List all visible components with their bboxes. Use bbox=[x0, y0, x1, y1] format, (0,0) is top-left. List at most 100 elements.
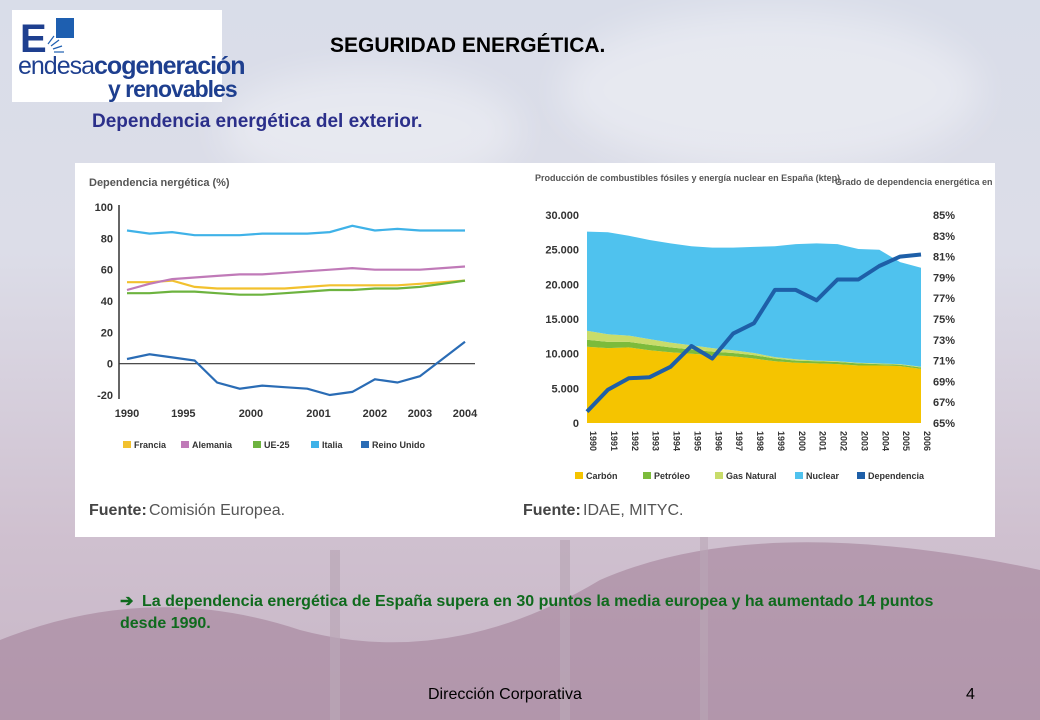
right-x-tick-label: 1994 bbox=[672, 431, 682, 451]
left-series-line-reino-unido bbox=[126, 340, 466, 397]
right-y2-tick-label: 85% bbox=[933, 210, 955, 222]
right-y2-tick-label: 71% bbox=[933, 356, 955, 368]
left-legend-label: UE-25 bbox=[264, 440, 290, 450]
line-chart-dependencia-ue: Dependencia nergética (%) 100 80 60 40 20 0 -2… bbox=[89, 177, 478, 519]
right-y-tick-label: 15.000 bbox=[545, 314, 579, 326]
right-area-nuclear bbox=[587, 231, 921, 367]
footer-text: Dirección Corporativa bbox=[428, 686, 582, 703]
right-y-tick-label: 10.000 bbox=[545, 349, 579, 361]
right-y-tick-label: 20.000 bbox=[545, 279, 579, 291]
right-y-tick-label: 5.000 bbox=[551, 383, 579, 395]
left-y-tick-label: 60 bbox=[101, 265, 113, 277]
left-legend-swatch bbox=[311, 441, 319, 448]
left-source: Comisión Europea. bbox=[149, 502, 285, 519]
right-x-tick-label: 1995 bbox=[692, 431, 702, 451]
svg-text:E: E bbox=[20, 17, 47, 61]
left-series-line-alemania bbox=[126, 265, 466, 292]
left-legend-label: Italia bbox=[322, 440, 344, 450]
right-y2-tick-label: 77% bbox=[933, 293, 955, 305]
key-takeaway-text: La dependencia energética de España supe… bbox=[120, 593, 934, 632]
right-y2-tick-label: 79% bbox=[933, 272, 955, 284]
page-number: 4 bbox=[966, 686, 975, 703]
slide-subtitle: Dependencia energética del exterior. bbox=[92, 111, 423, 132]
right-y2-tick-label: 65% bbox=[933, 418, 955, 430]
right-legend-label: Petróleo bbox=[654, 471, 691, 481]
left-series-line-ue-25 bbox=[127, 279, 466, 296]
right-dependencia-line bbox=[585, 252, 922, 413]
arrow-right-icon: ➔ bbox=[120, 593, 134, 610]
right-x-tick-label: 1996 bbox=[713, 431, 723, 451]
left-legend-swatch bbox=[181, 441, 189, 448]
right-y2-tick-label: 75% bbox=[933, 314, 955, 326]
left-legend-label: Reino Unido bbox=[372, 440, 425, 450]
left-y-tick-label: -20 bbox=[97, 390, 113, 402]
background-hill bbox=[0, 520, 1040, 720]
right-legend-label: Carbón bbox=[586, 471, 618, 481]
left-source-label: Fuente: bbox=[89, 502, 147, 519]
right-legend-label: Nuclear bbox=[806, 471, 840, 481]
right-x-tick-label: 1998 bbox=[755, 431, 765, 451]
right-y2-tick-label: 83% bbox=[933, 231, 955, 243]
left-x-tick-label: 2004 bbox=[453, 408, 478, 420]
right-x-tick-label: 2001 bbox=[818, 431, 828, 451]
right-legend-label: Gas Natural bbox=[726, 471, 777, 481]
right-x-tick-label: 1997 bbox=[734, 431, 744, 451]
right-y2-tick-label: 69% bbox=[933, 376, 955, 388]
left-y-tick-label: 80 bbox=[101, 233, 113, 245]
charts-panel: Dependencia nergética (%) 100 80 60 40 20 0 -2… bbox=[75, 163, 995, 537]
slide-title: SEGURIDAD ENERGÉTICA. bbox=[330, 34, 606, 57]
left-x-tick-label: 2002 bbox=[363, 408, 387, 420]
right-x-tick-label: 1990 bbox=[588, 431, 598, 451]
right-x-tick-label: 2000 bbox=[797, 431, 807, 451]
left-y-tick-label: 20 bbox=[101, 327, 113, 339]
right-x-tick-label: 1999 bbox=[776, 431, 786, 451]
right-source: IDAE, MITYC. bbox=[583, 502, 683, 519]
left-x-tick-label: 1995 bbox=[171, 408, 195, 420]
right-x-tick-label: 2003 bbox=[859, 431, 869, 451]
right-chart-title: Producción de combustibles fósiles y ene… bbox=[535, 173, 840, 183]
right-legend-label: Dependencia bbox=[868, 471, 925, 481]
key-takeaway: ➔ La dependencia energética de España sup… bbox=[120, 591, 940, 635]
left-legend-label: Francia bbox=[134, 440, 167, 450]
right-chart-title-text: Producción de combustibles fósiles y ene… bbox=[535, 173, 840, 183]
right-legend-swatch bbox=[575, 472, 583, 479]
right-y-tick-label: 30.000 bbox=[545, 210, 579, 222]
logo-brand: endesa bbox=[18, 52, 95, 80]
left-x-tick-label: 2003 bbox=[408, 408, 432, 420]
left-x-tick-label: 2000 bbox=[239, 408, 263, 420]
right-x-tick-label: 2004 bbox=[880, 431, 890, 451]
left-series-line-francia bbox=[127, 279, 466, 290]
right-y2-tick-label: 73% bbox=[933, 335, 955, 347]
left-legend-swatch bbox=[253, 441, 261, 448]
background-cloud bbox=[560, 10, 980, 170]
logo-line-1: endesacogeneración bbox=[18, 52, 246, 81]
right-x-tick-label: 1993 bbox=[651, 431, 661, 451]
right-x-tick-label: 2006 bbox=[922, 431, 932, 451]
right-area-gas-natural bbox=[587, 330, 921, 368]
right-y-tick-label: 0 bbox=[573, 418, 579, 430]
left-x-tick-label: 2001 bbox=[306, 408, 330, 420]
left-y-tick-label: 0 bbox=[107, 359, 113, 371]
logo-cogeneracion: cogeneración bbox=[94, 52, 246, 80]
right-source-label: Fuente: bbox=[523, 502, 581, 519]
right-area-petróleo bbox=[587, 339, 921, 369]
right-y-tick-label: 25.000 bbox=[545, 245, 579, 257]
right-y2-tick-label: 81% bbox=[933, 252, 955, 264]
right-chart-y2-title: Grado de dependencia energética en Españ… bbox=[835, 177, 995, 187]
right-legend-swatch bbox=[643, 472, 651, 479]
left-legend-swatch bbox=[123, 441, 131, 448]
left-y-tick-label: 40 bbox=[101, 296, 113, 308]
right-y2-tick-label: 67% bbox=[933, 397, 955, 409]
left-series-line-italia bbox=[126, 224, 465, 237]
right-x-tick-label: 1992 bbox=[630, 431, 640, 451]
endesa-logo: E endesacogeneración y renovables bbox=[12, 10, 246, 102]
left-legend-label: Alemania bbox=[192, 440, 233, 450]
right-legend-swatch bbox=[715, 472, 723, 479]
right-legend-swatch bbox=[857, 472, 865, 479]
left-x-tick-label: 1990 bbox=[115, 408, 139, 420]
left-legend-swatch bbox=[361, 441, 369, 448]
right-x-tick-label: 1991 bbox=[609, 431, 619, 451]
right-x-tick-label: 2005 bbox=[901, 431, 911, 451]
left-y-tick-label: 100 bbox=[95, 202, 113, 214]
right-x-tick-label: 2002 bbox=[839, 431, 849, 451]
